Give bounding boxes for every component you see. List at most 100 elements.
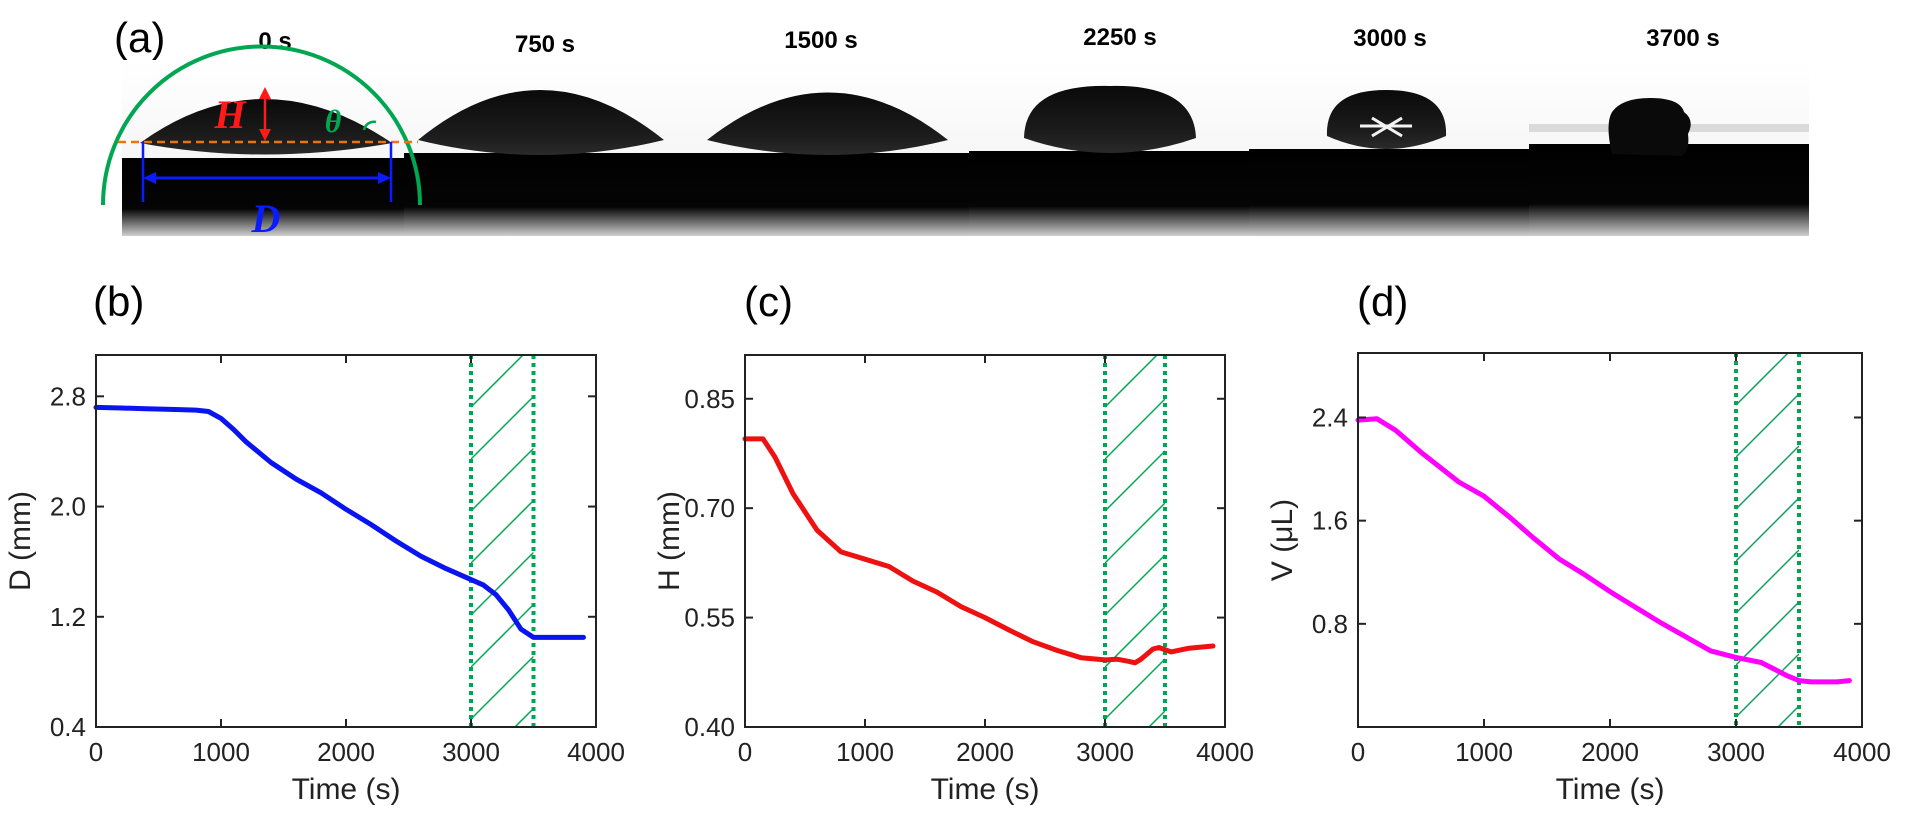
- panel-label-c: (c): [744, 278, 793, 325]
- hatch-line: [1736, 653, 1799, 718]
- hatched-region: [471, 355, 534, 824]
- hatch-line: [471, 603, 534, 668]
- plot-frame: [1357, 352, 1863, 728]
- y-tick-label: 0.4: [50, 712, 86, 742]
- x-tick-label: 3000: [1076, 737, 1134, 767]
- series-line: [1355, 416, 1852, 685]
- x-tick-label: 0: [738, 737, 752, 767]
- y-axis-title: V (μL): [1266, 499, 1299, 581]
- y-tick-label: 1.6: [1312, 506, 1348, 536]
- hatch-line: [471, 655, 534, 720]
- height-chart: (c) 0 1000 2000 3000 4000 0.40 0.55 0.70 0.85 Tim…: [653, 278, 1254, 823]
- droplet-frame-1500: 1500 s: [686, 27, 969, 236]
- hatch-line: [471, 355, 473, 356]
- y-tick-label: 0.8: [1312, 609, 1348, 639]
- hatch-line: [471, 499, 534, 564]
- droplet: [1024, 85, 1196, 153]
- hatch-line: [1736, 445, 1799, 510]
- frame-time-label: 1500 s: [784, 27, 857, 54]
- hatched-region: [1736, 353, 1799, 821]
- panel-label-a: (a): [114, 14, 165, 61]
- y-tick-label: 2.8: [50, 381, 86, 411]
- hatch-line: [1736, 353, 1790, 406]
- droplet-frame-750: 750 s: [404, 31, 686, 236]
- x-tick-label: 2000: [956, 737, 1014, 767]
- x-axis-title: Time (s): [292, 773, 401, 806]
- hatch-line: [1105, 763, 1165, 823]
- y-tick-label: 1.2: [50, 602, 86, 632]
- hatch-line: [471, 395, 534, 460]
- substrate: [404, 153, 686, 236]
- panel-label-d: (d): [1357, 278, 1408, 325]
- y-tick-label: 0.70: [684, 493, 735, 523]
- x-tick-label: 3000: [442, 737, 500, 767]
- hatch-line: [1736, 353, 1738, 354]
- hatch-line: [1736, 549, 1799, 614]
- hatch-line: [1105, 355, 1159, 408]
- x-tick-label: 4000: [1196, 737, 1254, 767]
- x-tick-label: 1000: [1455, 737, 1513, 767]
- droplet-frame-3700: 3700 s: [1529, 25, 1809, 236]
- x-tick-label: 4000: [1833, 737, 1891, 767]
- contact-angle-arc: [362, 120, 377, 131]
- hatch-line: [471, 355, 525, 408]
- hatch-line: [1736, 497, 1799, 562]
- frame-time-label: 0 s: [258, 28, 291, 55]
- volume-chart: (d) 0 1000 2000 3000 4000 0.8 1.6 2.4 Time (s) V …: [1266, 278, 1891, 821]
- height-label: H: [213, 92, 247, 137]
- substrate: [1529, 144, 1809, 236]
- panel-label-b: (b): [93, 278, 144, 325]
- droplet-frame-3000: 3000 s: [1249, 25, 1529, 236]
- y-tick-label: 2.0: [50, 492, 86, 522]
- hatch-line: [1105, 398, 1165, 460]
- hatch-line: [1105, 658, 1165, 720]
- height-arrowhead-top: [259, 87, 271, 99]
- x-axis-title: Time (s): [931, 773, 1040, 806]
- hatch-line: [471, 447, 534, 512]
- hatch-line: [1736, 601, 1799, 666]
- hatch-line: [1105, 450, 1165, 512]
- hatch-line: [1105, 502, 1165, 564]
- hatch-line: [1105, 355, 1107, 356]
- hatch-line: [513, 707, 534, 727]
- diameter-arrowhead-right: [378, 172, 391, 184]
- droplet-glare: [1360, 116, 1412, 138]
- frame-time-label: 2250 s: [1083, 24, 1156, 51]
- height-arrowhead-bottom: [259, 129, 271, 141]
- x-tick-label: 2000: [1581, 737, 1639, 767]
- substrate: [686, 153, 969, 236]
- y-tick-label: 0.85: [684, 384, 735, 414]
- frame-time-label: 750 s: [515, 31, 575, 58]
- diameter-label: D: [251, 196, 281, 241]
- droplet: [418, 90, 664, 155]
- y-axis-title: H (mm): [653, 491, 686, 591]
- frame-time-label: 3000 s: [1353, 25, 1426, 52]
- hatch-line: [1105, 554, 1165, 616]
- y-tick-label: 0.55: [684, 603, 735, 633]
- x-tick-label: 0: [1351, 737, 1365, 767]
- droplet: [1608, 98, 1691, 156]
- hatch-line: [471, 551, 534, 616]
- hatch-line: [1776, 705, 1799, 727]
- x-tick-label: 4000: [567, 737, 625, 767]
- hatch-line: [1736, 393, 1799, 458]
- hatch-line: [471, 761, 534, 824]
- x-tick-label: 3000: [1707, 737, 1765, 767]
- series-line: [742, 436, 1216, 666]
- hatch-line: [1147, 710, 1165, 727]
- droplet-frame-2250: 2250 s: [969, 24, 1249, 236]
- x-tick-label: 1000: [192, 737, 250, 767]
- x-axis-title: Time (s): [1556, 773, 1665, 806]
- hatch-line: [1736, 758, 1799, 821]
- y-tick-label: 0.40: [684, 712, 735, 742]
- x-tick-label: 0: [89, 737, 103, 767]
- droplet-image-strip: (a) 0 s 750 s 1500 s 2250 s: [101, 14, 1809, 241]
- contact-angle-label: θ: [325, 103, 342, 139]
- series-line: [93, 404, 586, 640]
- substrate: [122, 158, 404, 236]
- y-axis-title: D (mm): [4, 491, 37, 591]
- x-tick-label: 2000: [317, 737, 375, 767]
- y-tick-label: 2.4: [1312, 402, 1348, 432]
- x-tick-label: 1000: [836, 737, 894, 767]
